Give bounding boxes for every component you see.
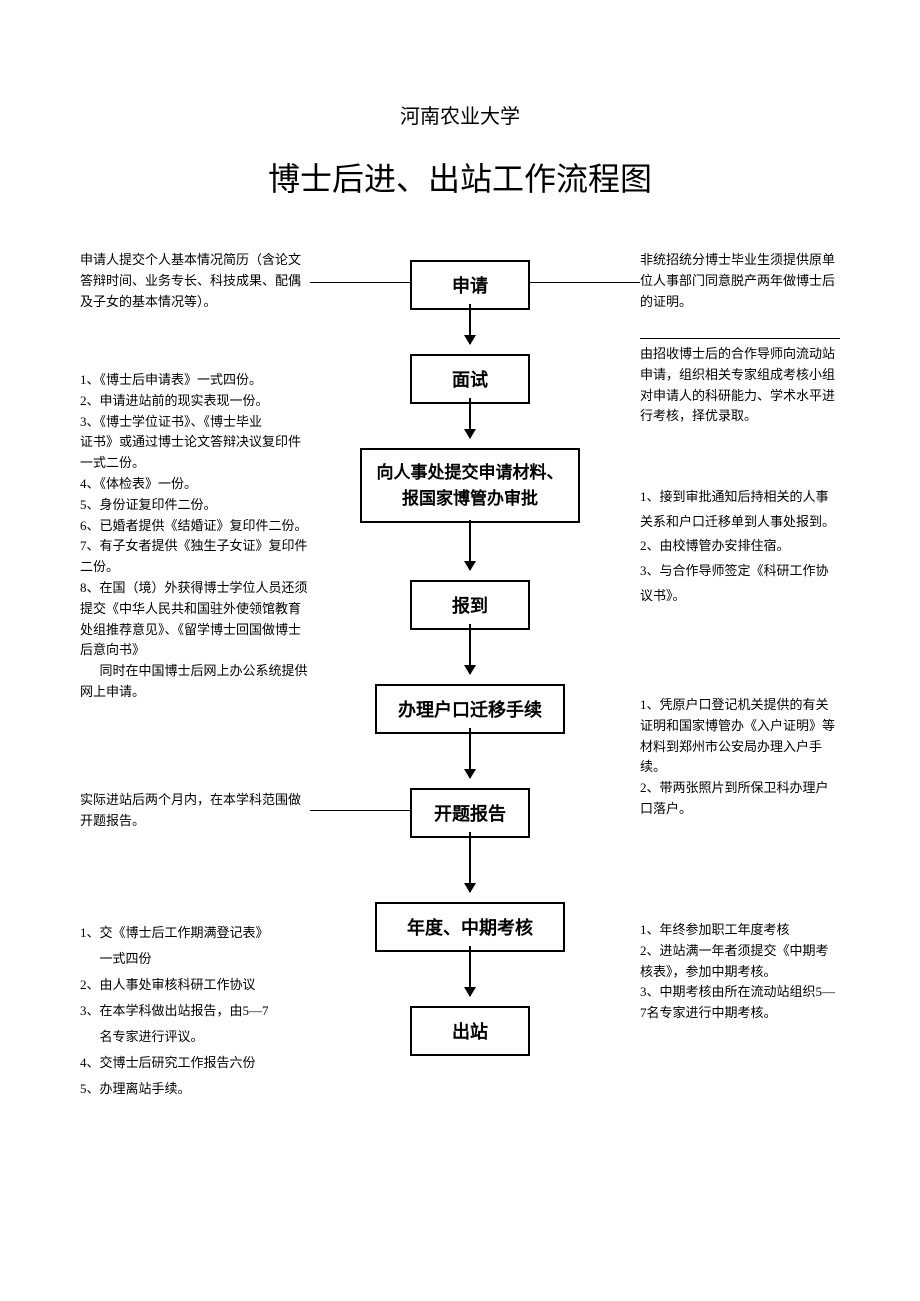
exit-item: 5、办理离站手续。 — [80, 1076, 310, 1102]
flow-node-review: 年度、中期考核 — [375, 902, 565, 952]
arrow — [469, 946, 471, 996]
exit-item: 4、交博士后研究工作报告六份 — [80, 1050, 310, 1076]
right-note-report: 1、接到审批通知后持相关的人事关系和户口迁移单到人事处报到。 2、由校博管办安排… — [640, 485, 840, 608]
arrow — [469, 832, 471, 892]
arrow — [469, 398, 471, 438]
report-item: 3、与合作导师签定《科研工作协议书》。 — [640, 559, 840, 608]
right-note-hukou: 1、凭原户口登记机关提供的有关证明和国家博管办《入户证明》等材料到郑州市公安局办… — [640, 695, 840, 820]
text: 由招收博士后的合作导师向流动站申请，组织相关专家组成考核小组对申请人的科研能力、… — [640, 344, 840, 427]
flow-node-interview: 面试 — [410, 354, 530, 404]
report-item: 1、接到审批通知后持相关的人事关系和户口迁移单到人事处报到。 — [640, 485, 840, 534]
left-note-apply: 申请人提交个人基本情况简历（含论文答辩时间、业务专长、科技成果、配偶及子女的基本… — [80, 250, 310, 312]
arrow — [469, 728, 471, 778]
arrow — [469, 520, 471, 570]
material-item: 8、在国（境）外获得博士学位人员还须提交《中华人民共和国驻外使领馆教育处组推荐意… — [80, 578, 310, 661]
hukou-item: 1、凭原户口登记机关提供的有关证明和国家博管办《入户证明》等材料到郑州市公安局办… — [640, 695, 840, 778]
flow-node-hukou: 办理户口迁移手续 — [375, 684, 565, 734]
flow-node-proposal: 开题报告 — [410, 788, 530, 838]
flow-node-apply: 申请 — [410, 260, 530, 310]
left-note-proposal: 实际进站后两个月内，在本学科范围做开题报告。 — [80, 790, 310, 832]
report-item: 2、由校博管办安排住宿。 — [640, 534, 840, 559]
left-note-materials: 1、《博士后申请表》一式四份。 2、申请进站前的现实表现一份。 3、《博士学位证… — [80, 370, 310, 703]
right-note-review: 1、年终参加职工年度考核 2、进站满一年者须提交《中期考核表》，参加中期考核。 … — [640, 920, 840, 1024]
connector — [310, 810, 410, 811]
right-note-interview: 由招收博士后的合作导师向流动站申请，组织相关专家组成考核小组对申请人的科研能力、… — [640, 335, 840, 427]
review-item: 2、进站满一年者须提交《中期考核表》，参加中期考核。 — [640, 941, 840, 983]
left-note-exit: 1、交《博士后工作期满登记表》 一式四份 2、由人事处审核科研工作协议 3、在本… — [80, 920, 310, 1102]
flow-node-exit: 出站 — [410, 1006, 530, 1056]
exit-item: 3、在本学科做出站报告，由5—7 — [80, 998, 310, 1024]
exit-item: 1、交《博士后工作期满登记表》 — [80, 920, 310, 946]
exit-item: 一式四份 — [80, 946, 310, 972]
arrow — [469, 304, 471, 344]
material-item: 6、已婚者提供《结婚证》复印件二份。 — [80, 516, 310, 537]
review-item: 3、中期考核由所在流动站组织5—7名专家进行中期考核。 — [640, 982, 840, 1024]
flow-node-report: 报到 — [410, 580, 530, 630]
right-note-apply: 非统招统分博士毕业生须提供原单位人事部门同意脱产两年做博士后的证明。 — [640, 250, 840, 312]
exit-item: 2、由人事处审核科研工作协议 — [80, 972, 310, 998]
material-item: 5、身份证复印件二份。 — [80, 495, 310, 516]
material-item: 1、《博士后申请表》一式四份。 — [80, 370, 310, 391]
material-item: 同时在中国博士后网上办公系统提供网上申请。 — [80, 661, 310, 703]
material-item: 3、《博士学位证书》、《博士毕业 — [80, 412, 310, 433]
university-name: 河南农业大学 — [80, 100, 840, 129]
hukou-item: 2、带两张照片到所保卫科办理户口落户。 — [640, 778, 840, 820]
material-item: 证书》或通过博士论文答辩决议复印件一式二份。 — [80, 432, 310, 474]
flow-node-submit: 向人事处提交申请材料、报国家博管办审批 — [360, 448, 580, 523]
connector — [530, 282, 640, 283]
material-item: 2、申请进站前的现实表现一份。 — [80, 391, 310, 412]
material-item: 4、《体检表》一份。 — [80, 474, 310, 495]
flowchart-container: 申请 面试 向人事处提交申请材料、报国家博管办审批 报到 办理户口迁移手续 开题… — [80, 260, 840, 1220]
divider — [640, 338, 840, 339]
connector — [310, 282, 410, 283]
material-item: 7、有子女者提供《独生子女证》复印件二份。 — [80, 536, 310, 578]
review-item: 1、年终参加职工年度考核 — [640, 920, 840, 941]
page-title: 博士后进、出站工作流程图 — [80, 154, 840, 200]
arrow — [469, 624, 471, 674]
exit-item: 名专家进行评议。 — [80, 1024, 310, 1050]
